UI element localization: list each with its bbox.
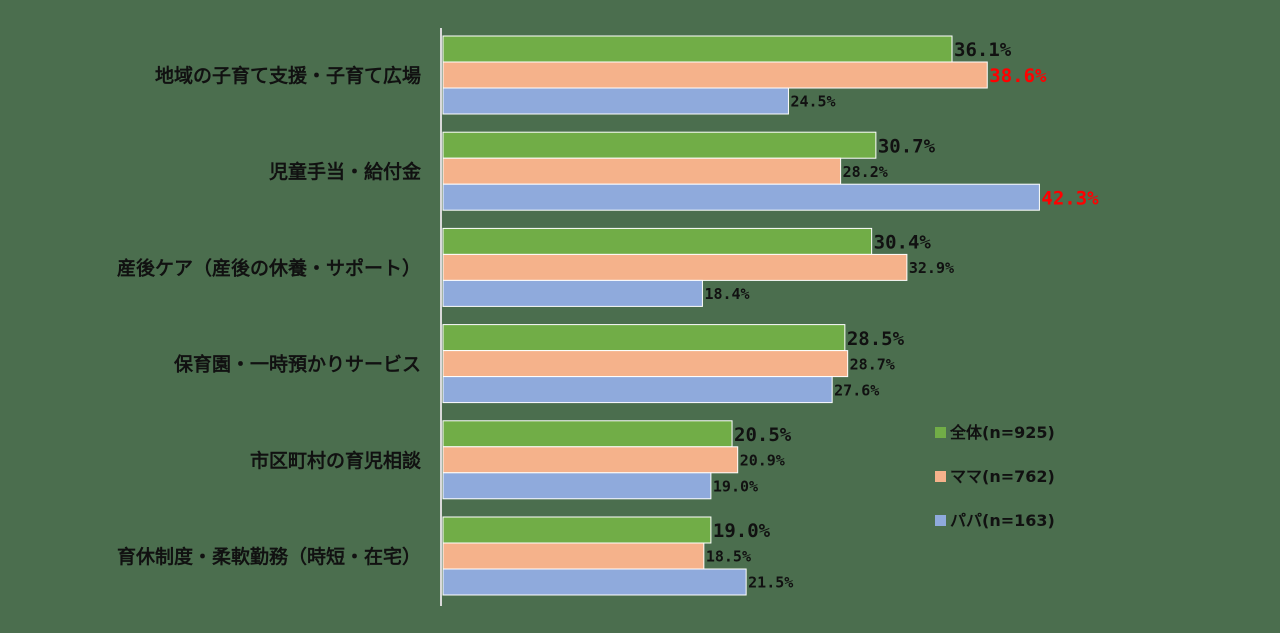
bar-all (442, 131, 877, 159)
bar-papa (442, 87, 789, 115)
data-label: 30.7% (878, 135, 936, 157)
bars-group: 36.1% 38.6% 24.5% 30.7% 28.2% 42.3% 30.4% 32.9%… (442, 35, 1099, 596)
bar-papa (442, 376, 833, 404)
data-label: 19.0% (713, 478, 758, 496)
bar-mama (442, 542, 705, 570)
data-label: 36.1% (954, 39, 1012, 61)
legend-label: パパ(n=163) (950, 511, 1055, 530)
legend: 全体(n=925) ママ(n=762) パパ(n=163) (935, 423, 1055, 530)
data-label: 21.5% (748, 574, 793, 592)
data-label: 24.5% (790, 93, 835, 111)
legend-label: 全体(n=925) (949, 423, 1055, 442)
data-label: 38.6% (989, 65, 1047, 87)
bar-all (442, 227, 873, 255)
bar-all (442, 35, 953, 63)
category-label: 産後ケア（産後の休養・サポート） (117, 256, 421, 279)
category-label: 育休制度・柔軟勤務（時短・在宅） (117, 545, 421, 568)
legend-swatch-papa (935, 515, 946, 526)
category-label: 児童手当・給付金 (268, 160, 422, 183)
data-label: 30.4% (874, 232, 932, 254)
data-label: 18.4% (704, 285, 749, 303)
data-label: 28.5% (847, 328, 905, 350)
legend-swatch-all (935, 427, 946, 438)
bar-mama (442, 157, 842, 185)
bar-mama (442, 350, 849, 378)
category-label: 保育園・一時預かりサービス (173, 353, 421, 376)
legend-swatch-mama (935, 471, 946, 482)
bar-mama (442, 446, 739, 474)
bar-papa (442, 568, 747, 596)
bar-all (442, 324, 846, 352)
bar-papa (442, 183, 1040, 211)
category-label: 地域の子育て支援・子育て広場 (155, 64, 421, 87)
data-label: 32.9% (909, 259, 954, 277)
data-label: 42.3% (1041, 187, 1099, 209)
data-label: 28.2% (843, 163, 888, 181)
bar-papa (442, 472, 712, 500)
data-label: 19.0% (713, 520, 771, 542)
bar-mama (442, 253, 908, 281)
legend-label: ママ(n=762) (950, 467, 1055, 486)
data-label: 18.5% (706, 548, 751, 566)
data-label: 20.9% (740, 452, 785, 470)
bar-all (442, 420, 733, 448)
category-label: 市区町村の育児相談 (250, 449, 422, 472)
data-label: 20.5% (734, 424, 792, 446)
bar-all (442, 516, 712, 544)
bar-papa (442, 279, 703, 307)
data-label: 28.7% (850, 355, 895, 373)
data-label: 27.6% (834, 381, 879, 399)
bar-mama (442, 61, 988, 89)
